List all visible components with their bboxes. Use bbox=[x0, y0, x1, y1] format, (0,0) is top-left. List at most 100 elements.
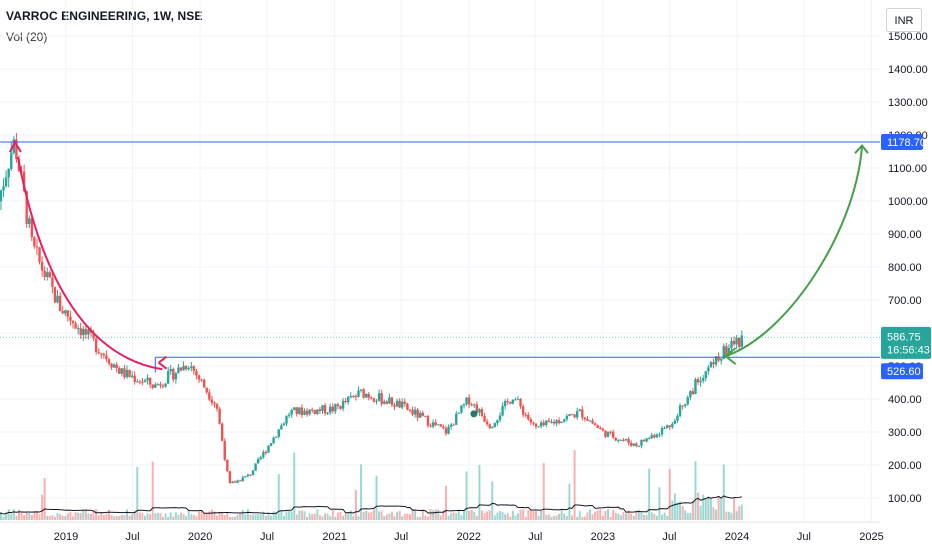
volume-bar bbox=[545, 514, 548, 520]
candle-body bbox=[583, 417, 587, 420]
candle-body bbox=[112, 364, 116, 368]
candle-body bbox=[179, 367, 183, 371]
candle-body bbox=[323, 405, 327, 414]
candle-body bbox=[161, 385, 165, 387]
candle-body bbox=[282, 423, 286, 426]
candle-body bbox=[197, 375, 201, 380]
candle-body bbox=[205, 387, 208, 393]
volume-bar bbox=[375, 475, 378, 520]
candle-body bbox=[339, 406, 342, 409]
volume-bar bbox=[555, 515, 558, 520]
candle-body bbox=[686, 397, 689, 405]
candle-body bbox=[195, 371, 198, 376]
volume-bar bbox=[532, 511, 535, 520]
candle-body bbox=[146, 377, 149, 381]
volume-bar bbox=[527, 509, 530, 520]
volume-bar bbox=[475, 515, 478, 520]
volume-bar bbox=[406, 513, 409, 520]
volume-bar bbox=[668, 469, 671, 520]
volume-bar bbox=[360, 464, 363, 520]
candle-body bbox=[138, 381, 142, 383]
x-tick-label: Jul bbox=[125, 531, 139, 543]
candle-body bbox=[650, 435, 653, 439]
candle-body bbox=[560, 421, 563, 424]
candle-body bbox=[267, 445, 270, 453]
candle-body bbox=[46, 272, 49, 278]
candle-body bbox=[635, 443, 638, 446]
candle-body bbox=[164, 383, 167, 387]
volume-bar bbox=[311, 514, 314, 520]
volume-bar bbox=[643, 514, 646, 520]
volume-bar bbox=[5, 512, 8, 520]
volume-bar bbox=[442, 509, 445, 520]
candle-body bbox=[514, 399, 517, 401]
volume-bar bbox=[488, 510, 491, 520]
volume-bar bbox=[213, 511, 216, 520]
candle-body bbox=[262, 452, 265, 458]
volume-bar bbox=[352, 515, 355, 520]
volume-bar bbox=[450, 513, 453, 520]
candle-body bbox=[671, 423, 674, 428]
candle-body bbox=[208, 392, 211, 400]
candle-body bbox=[300, 407, 304, 415]
volume-bar bbox=[715, 509, 718, 520]
volume-bar bbox=[540, 511, 543, 520]
volume-bar bbox=[429, 509, 432, 520]
candle-body bbox=[460, 405, 463, 413]
volume-bar bbox=[95, 509, 98, 520]
candle-body bbox=[92, 332, 95, 339]
volume-bar bbox=[581, 516, 584, 520]
candle-body bbox=[269, 443, 273, 446]
candle-body bbox=[303, 410, 306, 415]
candle-body bbox=[483, 416, 486, 422]
event-marker bbox=[470, 410, 478, 418]
candle-body bbox=[136, 381, 139, 383]
volume-bar bbox=[681, 506, 684, 520]
candle-body bbox=[429, 425, 432, 427]
symbol-title[interactable]: VARROC ENGINEERING, 1W, NSE bbox=[6, 9, 203, 23]
candle-body bbox=[341, 400, 345, 409]
volume-bar bbox=[203, 513, 206, 520]
volume-bar bbox=[591, 514, 594, 520]
candle-body bbox=[411, 409, 414, 415]
volume-bar bbox=[262, 511, 265, 520]
currency-selector[interactable]: INR bbox=[886, 8, 922, 32]
candle-body bbox=[285, 415, 288, 424]
volume-bar bbox=[738, 506, 741, 520]
volume-bar bbox=[318, 515, 321, 520]
volume-indicator-label[interactable]: Vol (20) bbox=[6, 30, 48, 44]
candle-body bbox=[226, 459, 229, 472]
candle-body bbox=[735, 337, 738, 345]
volume-bar bbox=[452, 512, 455, 520]
volume-bar bbox=[154, 513, 157, 520]
candle-body bbox=[694, 379, 697, 395]
candle-body bbox=[449, 424, 453, 427]
candle-body bbox=[105, 355, 108, 360]
volume-bar bbox=[437, 509, 440, 520]
volume-bar bbox=[272, 511, 275, 520]
candle-body bbox=[246, 474, 250, 477]
candle-body bbox=[709, 362, 713, 368]
candle-body bbox=[575, 411, 579, 418]
candle-body bbox=[347, 396, 350, 403]
volume-bar bbox=[516, 513, 519, 520]
candle-body bbox=[683, 404, 687, 406]
volume-bar bbox=[576, 516, 579, 520]
candle-body bbox=[367, 394, 370, 398]
volume-bar bbox=[282, 516, 285, 520]
candle-body bbox=[133, 375, 136, 382]
volume-bar bbox=[290, 511, 293, 520]
candle-body bbox=[375, 400, 378, 402]
last-price-badge-bg bbox=[881, 326, 931, 359]
volume-bar bbox=[115, 516, 118, 520]
volume-bar bbox=[344, 512, 347, 520]
volume-bar bbox=[326, 513, 329, 520]
volume-bar bbox=[519, 509, 522, 520]
volume-bar bbox=[308, 513, 311, 520]
candle-body bbox=[547, 420, 551, 423]
volume-bar bbox=[162, 516, 165, 520]
volume-bar bbox=[421, 509, 424, 520]
candle-body bbox=[725, 346, 728, 356]
volume-bar bbox=[252, 514, 255, 520]
